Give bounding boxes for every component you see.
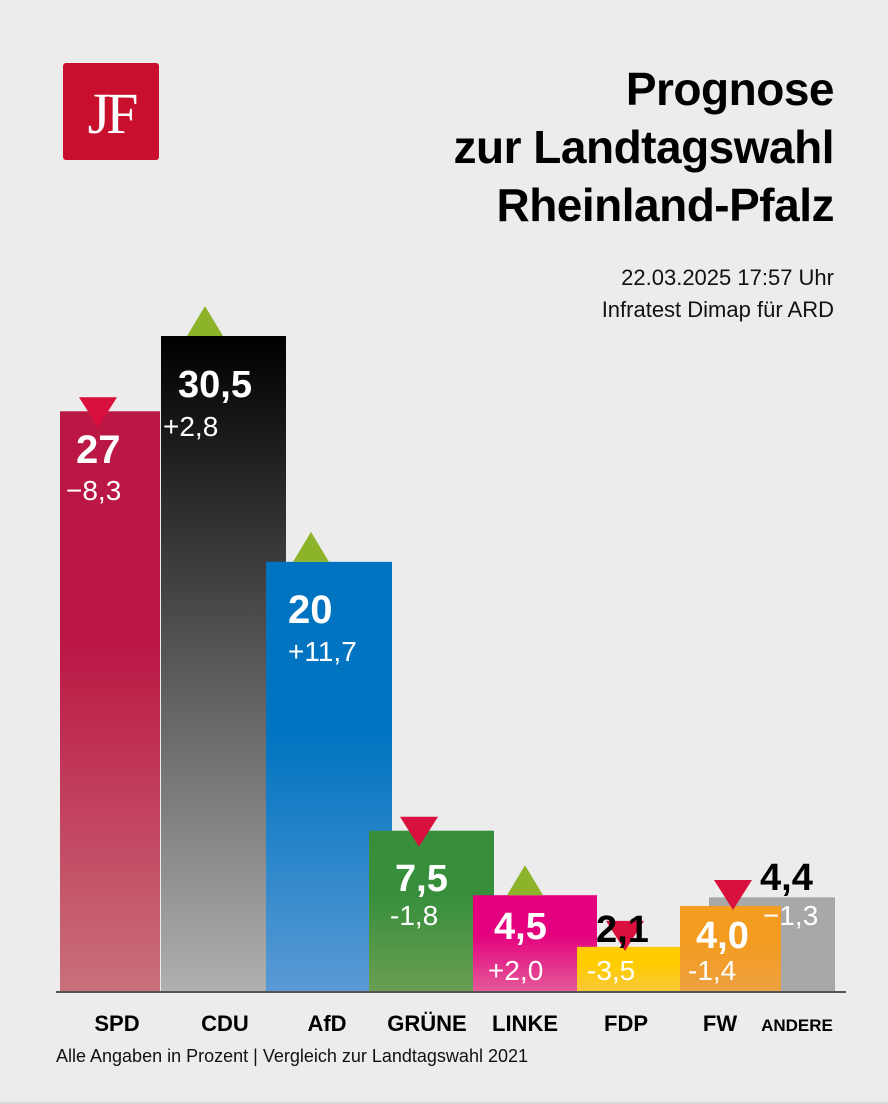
bar-spd xyxy=(60,411,160,992)
trend-down-icon-fw xyxy=(714,879,752,910)
change-label-cdu: +2,8 xyxy=(163,411,218,442)
change-label-linke: +2,0 xyxy=(488,955,543,986)
bar-linke xyxy=(473,895,597,992)
footer-note: Alle Angaben in Prozent | Vergleich zur … xyxy=(56,1046,528,1066)
category-label-fdp: FDP xyxy=(604,1011,648,1036)
trend-up-icon-linke xyxy=(507,865,543,896)
title-line-1: Prognose xyxy=(625,63,835,115)
datetime: 22.03.2025 17:57 Uhr xyxy=(621,265,834,290)
chart-meta: 22.03.2025 17:57 Uhr Infratest Dimap für… xyxy=(602,262,834,326)
change-label-spd: −8,3 xyxy=(66,475,121,506)
category-label-andere: ANDERE xyxy=(761,1016,833,1035)
value-label-spd: 27 xyxy=(76,428,121,472)
category-label-cdu: CDU xyxy=(201,1011,249,1036)
title-line-2: zur Landtagswahl xyxy=(453,121,835,173)
chart-title: Prognose zur Landtagswahl Rheinland-Pfal… xyxy=(453,60,835,234)
bottom-border xyxy=(0,1102,888,1104)
value-label-grüne: 7,5 xyxy=(395,858,448,900)
trend-down-icon-spd xyxy=(79,397,117,428)
value-label-fdp: 2,1 xyxy=(596,909,649,951)
value-label-afd: 20 xyxy=(288,588,333,632)
source: Infratest Dimap für ARD xyxy=(601,297,834,322)
value-label-cdu: 30,5 xyxy=(178,364,252,406)
bar-cdu xyxy=(161,336,286,992)
value-label-linke: 4,5 xyxy=(494,906,547,948)
category-label-spd: SPD xyxy=(94,1011,139,1036)
value-label-andere: 4,4 xyxy=(760,857,813,899)
change-label-fw: -1,4 xyxy=(688,955,736,986)
category-label-afd: AfD xyxy=(307,1011,346,1036)
trend-up-icon-afd xyxy=(293,531,329,562)
value-label-fw: 4,0 xyxy=(696,915,749,957)
change-label-grüne: -1,8 xyxy=(390,900,438,931)
category-label-grüne: GRÜNE xyxy=(387,1011,466,1036)
change-label-afd: +11,7 xyxy=(288,636,357,667)
trend-up-icon-cdu xyxy=(187,306,223,336)
bar-fdp xyxy=(577,946,680,992)
category-label-fw: FW xyxy=(703,1011,737,1036)
change-label-andere: −1,3 xyxy=(763,900,818,931)
bar-fw xyxy=(680,905,781,992)
category-label-linke: LINKE xyxy=(492,1011,558,1036)
jf-logo: JF xyxy=(63,63,159,160)
logo-text: JF xyxy=(87,80,139,146)
trend-down-icon-grüne xyxy=(400,816,438,847)
change-label-fdp: -3,5 xyxy=(587,955,635,986)
trend-down-icon-fdp xyxy=(606,920,644,951)
title-line-3: Rheinland-Pfalz xyxy=(496,179,834,231)
